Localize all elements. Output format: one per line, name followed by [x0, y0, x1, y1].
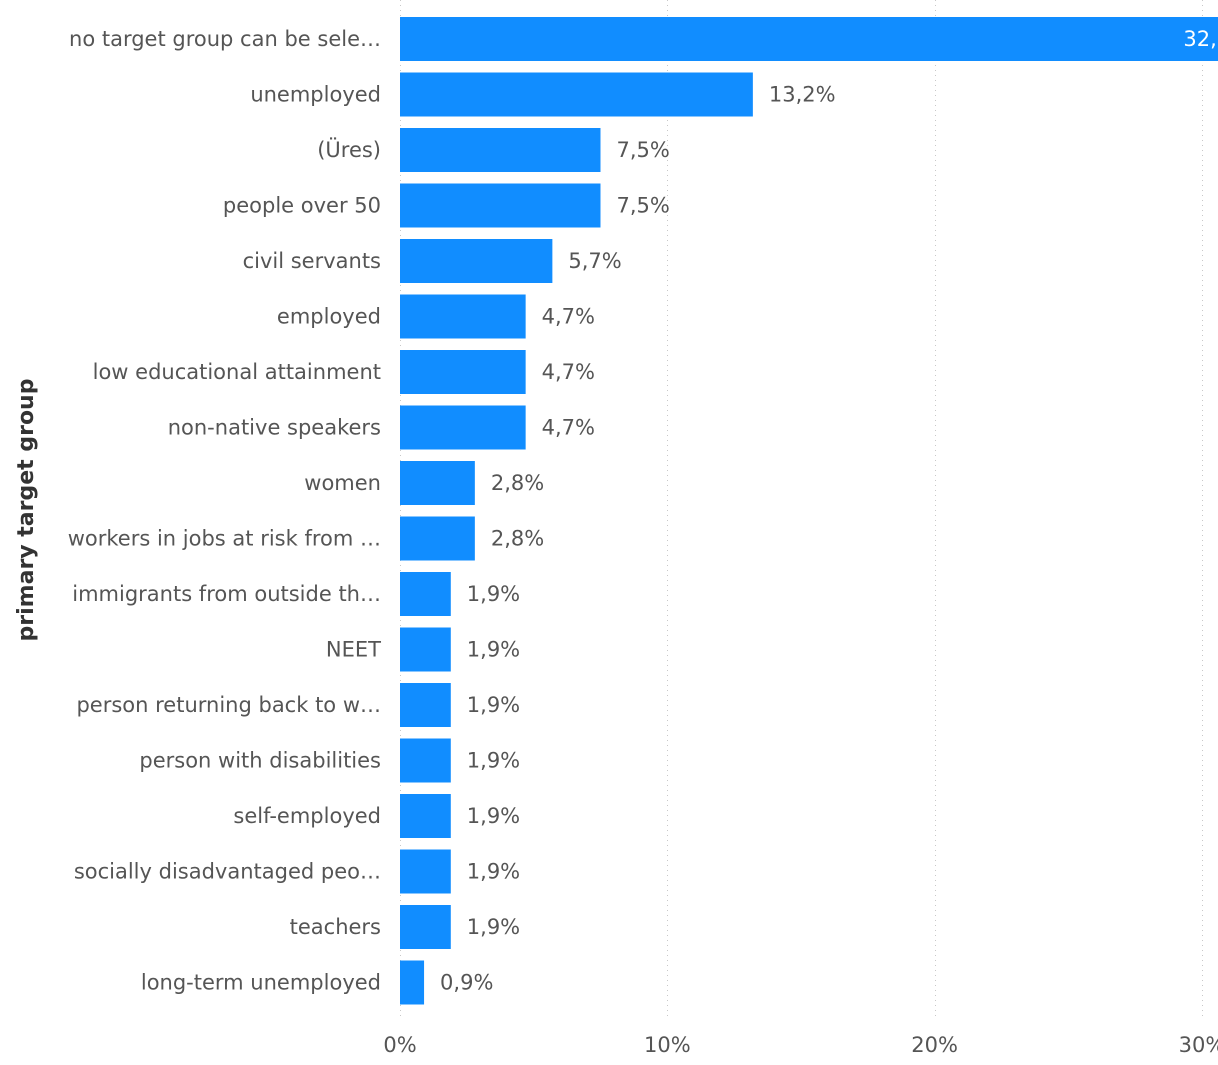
category-label: self-employed — [233, 804, 381, 828]
category-label: women — [304, 471, 381, 495]
data-label: 13,2% — [769, 83, 836, 107]
bar[interactable] — [400, 905, 451, 949]
data-label: 1,9% — [467, 582, 520, 606]
data-label: 5,7% — [568, 249, 621, 273]
category-label: workers in jobs at risk from … — [68, 527, 381, 551]
data-label: 2,8% — [491, 471, 544, 495]
data-label: 1,9% — [467, 860, 520, 884]
bar[interactable] — [400, 738, 451, 783]
data-label: 1,9% — [467, 693, 520, 717]
bar[interactable] — [400, 516, 475, 561]
category-label: person returning back to w… — [76, 693, 381, 717]
category-label: unemployed — [250, 83, 381, 107]
data-label: 1,9% — [467, 749, 520, 773]
bar[interactable] — [400, 294, 526, 339]
data-label: 1,9% — [467, 638, 520, 662]
category-label: socially disadvantaged peo… — [74, 860, 381, 884]
bar[interactable] — [400, 627, 451, 672]
bars — [400, 17, 1218, 1005]
category-label: NEET — [326, 638, 381, 662]
data-label: 0,9% — [440, 971, 493, 995]
x-tick-label: 10% — [644, 1033, 691, 1057]
data-label: 7,5% — [616, 194, 669, 218]
data-label: 7,5% — [616, 138, 669, 162]
data-label: 1,9% — [467, 804, 520, 828]
data-label: 1,9% — [467, 915, 520, 939]
bar[interactable] — [400, 794, 451, 838]
bar[interactable] — [400, 683, 451, 727]
category-label: employed — [277, 305, 381, 329]
category-label: long-term unemployed — [141, 971, 381, 995]
bar[interactable] — [400, 72, 753, 117]
category-label: no target group can be sele… — [69, 27, 381, 51]
bar[interactable] — [400, 350, 526, 394]
bar[interactable] — [400, 461, 475, 505]
bar[interactable] — [400, 239, 553, 283]
category-label: teachers — [290, 915, 381, 939]
bar[interactable] — [400, 17, 1218, 61]
category-label: immigrants from outside th… — [72, 582, 381, 606]
data-label: 4,7% — [542, 305, 595, 329]
category-label: low educational attainment — [93, 360, 381, 384]
bar[interactable] — [400, 849, 451, 894]
data-label: 4,7% — [542, 360, 595, 384]
category-label: people over 50 — [223, 194, 381, 218]
bar[interactable] — [400, 128, 601, 172]
data-label: 32,1% — [1183, 27, 1218, 51]
category-labels: no target group can be sele… unemployed (Ü… — [68, 27, 381, 995]
y-axis-title: primary target group — [14, 379, 39, 642]
x-tick-label: 20% — [911, 1033, 958, 1057]
x-tick-label: 0% — [383, 1033, 416, 1057]
category-label: civil servants — [243, 249, 381, 273]
category-label: non-native speakers — [168, 416, 381, 440]
bar[interactable] — [400, 183, 601, 228]
bar[interactable] — [400, 572, 451, 616]
data-label: 2,8% — [491, 527, 544, 551]
category-label: (Üres) — [317, 137, 381, 162]
bar[interactable] — [400, 405, 526, 450]
bar[interactable] — [400, 960, 425, 1005]
category-label: person with disabilities — [139, 749, 381, 773]
value-labels: 32,1% 13,2% 7,5% 7,5% 5,7% 4,7% 4,7% 4,7% 2,8% 2,… — [440, 27, 1218, 995]
x-tick-label: 30% — [1179, 1033, 1218, 1057]
data-label: 4,7% — [542, 416, 595, 440]
x-axis-ticks: 0% 10% 20% 30% — [383, 1033, 1218, 1057]
